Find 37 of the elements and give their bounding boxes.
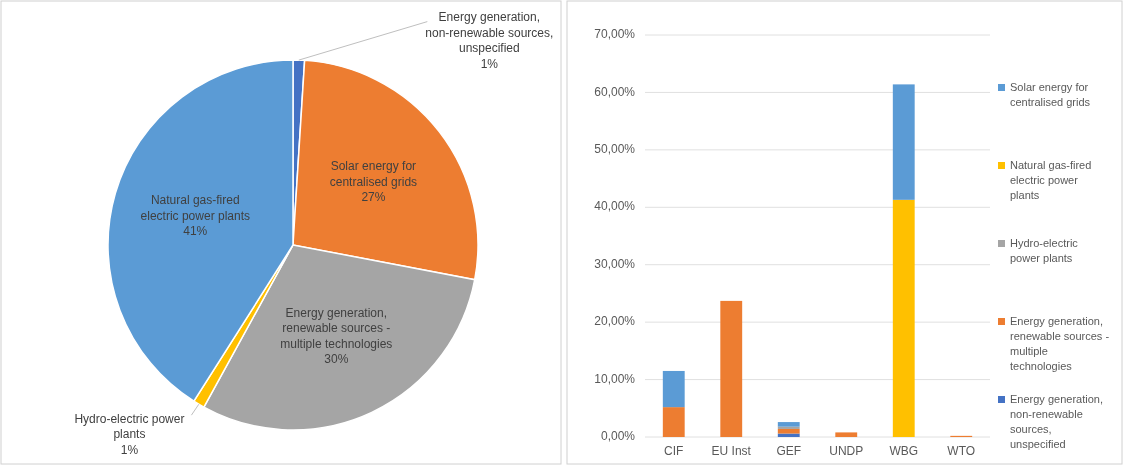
legend-label: Energy generation, renewable sources - multiple technologies bbox=[1010, 314, 1110, 372]
data-label: 1% bbox=[120, 442, 139, 457]
legend-label: Solar energy for centralised grids bbox=[1010, 80, 1091, 108]
y-tick-label: 40,00% bbox=[594, 199, 636, 214]
slice-label: Hydro-electric power plants bbox=[74, 411, 185, 442]
bar bbox=[662, 407, 685, 437]
bar bbox=[662, 370, 685, 408]
data-label: 27% bbox=[361, 190, 386, 205]
x-tick-label: WTO bbox=[947, 444, 976, 458]
slice-label: Natural gas-fired electric power plants bbox=[140, 193, 250, 223]
x-tick-label: UNDP bbox=[829, 444, 864, 458]
slice-label: Energy generation, non-renewable sources, unspecified bbox=[425, 10, 554, 56]
y-tick-label: 20,00% bbox=[594, 314, 636, 329]
data-label: 41% bbox=[183, 224, 208, 239]
x-tick-label: GEF bbox=[776, 444, 802, 458]
y-tick-label: 70,00% bbox=[594, 27, 636, 42]
bar bbox=[892, 199, 915, 437]
slice-label: Solar energy for centralised grids bbox=[329, 159, 418, 189]
x-tick-label: CIF bbox=[664, 444, 684, 458]
data-label: 1% bbox=[480, 57, 499, 72]
bar bbox=[777, 428, 800, 434]
bar bbox=[892, 84, 915, 200]
y-tick-label: 10,00% bbox=[594, 371, 636, 386]
x-tick-label: EU Inst bbox=[711, 444, 752, 458]
bar bbox=[777, 422, 800, 427]
legend-label: Natural gas-fired electric power plants bbox=[1010, 158, 1092, 201]
y-tick-label: 50,00% bbox=[594, 142, 636, 157]
y-tick-label: 60,00% bbox=[594, 84, 636, 99]
x-tick-label: WBG bbox=[889, 444, 919, 458]
data-label: 30% bbox=[324, 352, 349, 367]
y-tick-label: 0,00% bbox=[600, 429, 636, 444]
bar bbox=[720, 300, 743, 437]
bar bbox=[835, 432, 858, 437]
y-tick-label: 30,00% bbox=[594, 256, 636, 271]
legend-label: Energy generation, non-renewable sources, unspecified bbox=[1010, 392, 1103, 450]
slice-label: Energy generation, renewable sources - multiple technologies bbox=[280, 305, 393, 352]
legend-label: Hydro-electric power plants bbox=[1010, 236, 1079, 264]
